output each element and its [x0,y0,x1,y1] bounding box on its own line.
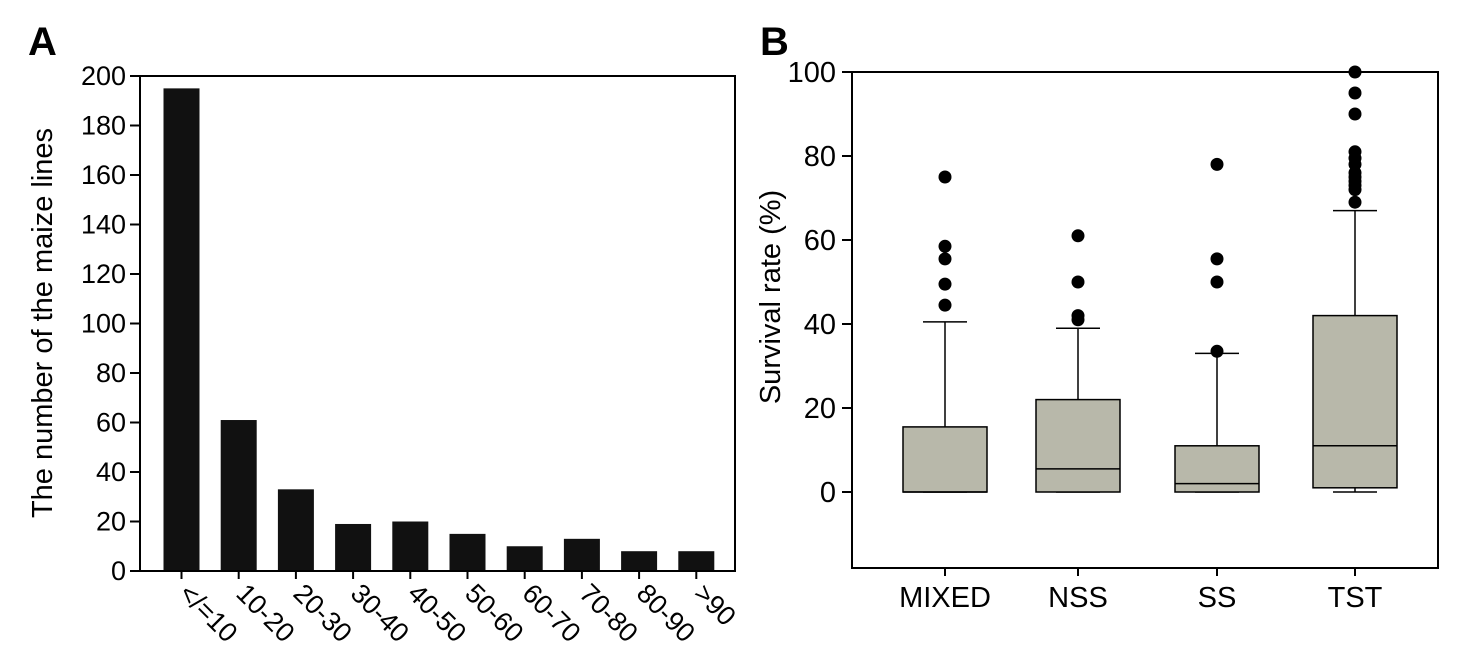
outlier-0-4 [938,170,952,184]
y-tick-label-7: 140 [81,210,126,240]
x-tick-label-3: 30-40 [345,578,415,648]
outlier-0-0 [938,298,952,312]
y-tick-label-1: 20 [96,507,126,537]
panel-b-letter: B [760,20,789,64]
y-tick-label-8: 160 [81,160,126,190]
panel-b-boxes [902,65,1398,493]
box-0 [902,426,988,493]
y-tick-label-10: 200 [81,61,126,91]
y-tick-label-3: 60 [96,408,126,438]
x-tick-label-0: MIXED [899,582,991,614]
box-1 [1035,398,1121,493]
outlier-0-2 [938,252,952,266]
x-tick-label-1: NSS [1048,582,1108,614]
outlier-3-10 [1348,86,1362,100]
panel-a-y-axis-title: The number of the maize lines [27,128,59,518]
y-tick-label-6: 120 [81,259,126,289]
bar-9 [678,551,715,571]
x-tick-label-7: 70-80 [574,578,644,648]
y-tick-label-3: 60 [804,225,836,257]
panel-b-boxplot: B 0 20 40 60 80 100 MIXED NSS SS TST Survival ra… [755,20,1439,614]
outlier-3-9 [1348,107,1362,121]
outlier-3-0 [1348,195,1362,209]
x-tick-label-8: 80-90 [631,578,701,648]
outlier-3-8 [1348,145,1362,159]
bar-5 [449,533,486,571]
x-tick-label-3: TST [1328,582,1383,614]
x-tick-label-6: 60-70 [516,578,586,648]
panel-a-x-axis: </=1010-2020-3030-4040-5050-6060-7070-80… [173,571,742,648]
bar-3 [335,523,372,571]
bar-7 [563,538,600,571]
outlier-1-2 [1071,275,1085,289]
y-tick-label-4: 80 [96,358,126,388]
panel-b-y-axis-title: Survival rate (%) [755,190,787,404]
panel-a-histogram: A 0 20 40 60 80 100 120 140 160 180 200 </=1010-20… [27,20,742,648]
bar-8 [621,551,658,571]
panel-b-y-axis: 0 20 40 60 80 100 [788,57,852,509]
y-tick-label-0: 0 [111,556,126,586]
panel-a-y-axis: 0 20 40 60 80 100 120 140 160 180 200 [81,61,140,586]
bar-4 [392,521,429,571]
bar-0 [163,88,200,571]
outlier-1-3 [1071,229,1085,243]
outlier-0-1 [938,277,952,291]
bar-2 [277,489,314,571]
outlier-2-2 [1210,252,1224,266]
y-tick-label-0: 0 [820,477,836,509]
x-tick-label-4: 40-50 [402,578,472,648]
x-tick-label-2: SS [1198,582,1237,614]
x-tick-label-2: 20-30 [288,578,358,648]
y-tick-label-2: 40 [804,309,836,341]
y-tick-label-5: 100 [788,57,836,89]
y-tick-label-9: 180 [81,111,126,141]
outlier-2-3 [1210,157,1224,171]
y-tick-label-2: 40 [96,457,126,487]
x-tick-label-1: 10-20 [230,578,300,648]
panel-b-plot-frame [851,71,1439,569]
y-tick-label-1: 20 [804,393,836,425]
box-2 [1174,445,1260,493]
outlier-0-3 [938,239,952,253]
bar-1 [220,420,257,571]
y-tick-label-5: 100 [81,309,126,339]
box-3 [1312,314,1398,489]
bar-6 [506,546,543,571]
y-tick-label-4: 80 [804,141,836,173]
panel-a-letter: A [28,20,57,64]
outlier-2-1 [1210,275,1224,289]
outlier-1-1 [1071,309,1085,323]
panel-a-bars [163,88,715,571]
outlier-2-0 [1210,344,1224,358]
x-tick-label-5: 50-60 [459,578,529,648]
panel-b-x-axis: MIXED NSS SS TST [899,568,1383,614]
x-tick-label-0: </=10 [173,578,243,648]
